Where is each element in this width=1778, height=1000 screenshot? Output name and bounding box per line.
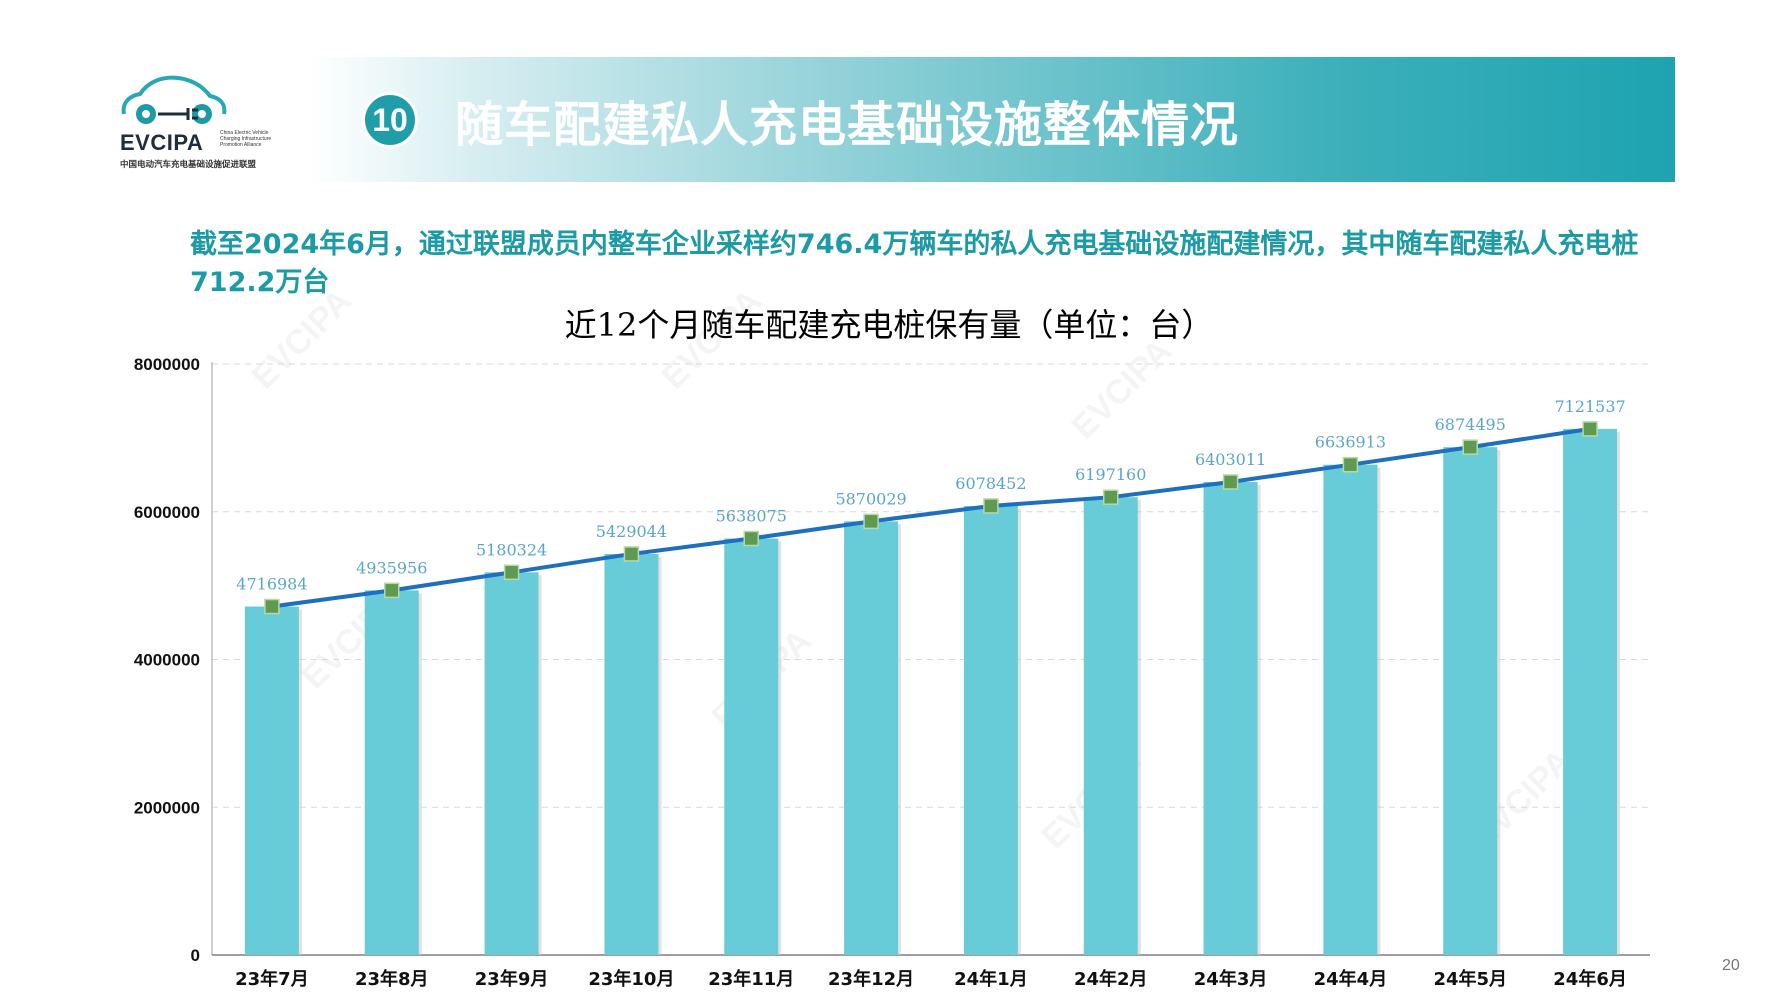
chart-title: 近12个月随车配建充电桩保有量（单位：台） xyxy=(564,306,1214,344)
bar xyxy=(604,553,659,955)
y-tick-label: 2000000 xyxy=(134,798,200,817)
data-label: 5638075 xyxy=(716,506,787,525)
x-tick-label: 23年9月 xyxy=(475,968,549,990)
bar xyxy=(1323,464,1378,955)
x-tick-label: 24年1月 xyxy=(954,968,1028,990)
x-tick-label: 23年12月 xyxy=(828,968,914,990)
line-marker xyxy=(1462,439,1478,455)
bar xyxy=(1083,497,1138,955)
x-tick-label: 23年7月 xyxy=(235,968,309,990)
data-label: 5870029 xyxy=(835,489,906,508)
y-tick-label: 4000000 xyxy=(134,651,200,670)
x-tick-label: 24年6月 xyxy=(1553,968,1627,990)
x-tick-label: 23年10月 xyxy=(588,968,674,990)
data-label: 7121537 xyxy=(1554,397,1625,416)
bar xyxy=(844,521,899,955)
x-tick-label: 23年8月 xyxy=(355,968,429,990)
bar xyxy=(724,538,779,955)
logo-brand: EVCIPA xyxy=(120,130,204,155)
title-banner: 10 随车配建私人充电基础设施整体情况 xyxy=(310,57,1675,182)
line-marker xyxy=(264,598,280,615)
bar xyxy=(244,606,299,955)
bar xyxy=(364,590,419,955)
line-marker xyxy=(1103,489,1119,505)
data-label: 6197160 xyxy=(1075,465,1146,484)
y-tick-label: 6000000 xyxy=(134,503,200,522)
x-tick-label: 24年5月 xyxy=(1433,968,1507,990)
line-marker xyxy=(1222,474,1239,490)
data-label: 4935956 xyxy=(356,558,427,577)
logo-english-name: China Electric Vehicle Charging Infrastr… xyxy=(220,130,272,148)
line-marker xyxy=(623,546,640,562)
data-label: 5180324 xyxy=(476,540,547,559)
trend-line xyxy=(271,426,1591,609)
data-label: 5429044 xyxy=(596,522,667,541)
section-number-badge: 10 xyxy=(362,92,418,148)
car-plug-logo-icon xyxy=(121,75,227,124)
data-label: 6078452 xyxy=(955,474,1026,493)
x-tick-label: 24年3月 xyxy=(1194,968,1268,990)
logo-chinese-name: 中国电动汽车充电基础设施促进联盟 xyxy=(120,160,257,170)
summary-text: 截至2024年6月，通过联盟成员内整车企业采样约746.4万辆车的私人充电基础设… xyxy=(190,229,1639,298)
line-marker xyxy=(384,582,400,599)
page-title: 随车配建私人充电基础设施整体情况 xyxy=(455,97,1240,153)
data-label: 6874495 xyxy=(1435,415,1506,434)
line-marker xyxy=(1342,456,1359,473)
x-tick-label: 24年2月 xyxy=(1074,968,1148,990)
y-tick-label: 8000000 xyxy=(134,355,200,374)
line-marker xyxy=(1582,421,1598,437)
x-tick-label: 23年11月 xyxy=(708,968,794,990)
evcipa-logo: EVCIPA China Electric Vehicle Charging I… xyxy=(118,70,288,180)
bar xyxy=(1563,428,1618,955)
line-marker xyxy=(983,498,999,514)
bar xyxy=(963,505,1018,955)
bar xyxy=(484,572,539,955)
line-marker xyxy=(503,564,520,581)
page-number: 20 xyxy=(1722,957,1740,974)
data-label: 6636913 xyxy=(1315,433,1386,452)
line-marker xyxy=(743,530,759,547)
bar xyxy=(1443,447,1498,955)
data-label: 4716984 xyxy=(236,575,307,594)
line-marker xyxy=(863,513,879,530)
x-tick-label: 24年4月 xyxy=(1314,968,1388,990)
data-label: 6403011 xyxy=(1195,450,1266,469)
y-tick-label: 0 xyxy=(191,946,200,965)
bar xyxy=(1203,481,1258,955)
